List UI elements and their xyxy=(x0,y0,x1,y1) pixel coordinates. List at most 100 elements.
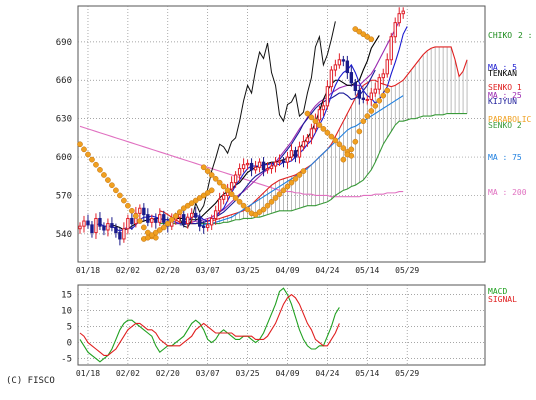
candle-body xyxy=(90,224,94,234)
candle-body xyxy=(261,161,266,171)
candle-body xyxy=(213,210,218,219)
parabolic-dot xyxy=(336,141,343,148)
macd-y-tick-label: 5 xyxy=(67,323,72,333)
candle-body xyxy=(389,36,393,61)
parabolic-dot xyxy=(328,133,335,140)
macd-x-tick-label: 04/09 xyxy=(275,369,299,378)
parabolic-dot xyxy=(101,172,107,178)
candle-body xyxy=(126,217,130,230)
parabolic-dot xyxy=(81,146,87,153)
parabolic-dot xyxy=(172,213,179,219)
parabolic-dot xyxy=(292,175,299,182)
parabolic-dot xyxy=(280,187,287,194)
macd-x-tick-label: 02/20 xyxy=(156,369,180,378)
macd-frame xyxy=(77,284,486,366)
candle-body xyxy=(269,165,274,170)
parabolic-dot xyxy=(368,36,375,43)
candle-body xyxy=(345,60,350,74)
main-x-tick-label: 01/18 xyxy=(76,266,100,275)
parabolic-dot xyxy=(364,33,371,40)
legend-chikou_label: CHIKO xyxy=(488,31,512,40)
main-x-tick-label: 04/24 xyxy=(315,266,339,275)
candle-body xyxy=(285,156,290,163)
candle-body xyxy=(321,105,326,111)
parabolic-dot xyxy=(224,187,231,194)
candle-body xyxy=(217,198,222,212)
candle-body xyxy=(82,220,86,227)
main-x-tick-label: 03/07 xyxy=(196,266,220,275)
parabolic-dot xyxy=(340,145,347,151)
candle-body xyxy=(146,214,150,223)
candle-body xyxy=(98,217,102,227)
parabolic-dot xyxy=(356,128,363,135)
ma200-line xyxy=(79,125,404,198)
candle-body xyxy=(114,226,118,234)
parabolic-dot xyxy=(176,209,183,215)
candle-body xyxy=(353,82,358,91)
macd-y-tick-label: -5 xyxy=(61,355,72,365)
candle-body xyxy=(293,150,298,158)
parabolic-dot xyxy=(284,183,291,190)
legend-signal: SIGNAL xyxy=(488,295,517,304)
parabolic-dot xyxy=(184,202,191,209)
candle-body xyxy=(122,228,126,240)
parabolic-dot xyxy=(129,207,135,214)
parabolic-dot xyxy=(360,118,367,125)
macd-x-tick-label: 01/18 xyxy=(76,369,100,378)
parabolic-dot xyxy=(324,129,331,136)
candle-body xyxy=(333,64,338,71)
parabolic-dot xyxy=(312,118,319,125)
candle-body xyxy=(186,216,190,225)
parabolic-dot xyxy=(236,198,243,205)
parabolic-dot xyxy=(352,26,359,32)
candle-body xyxy=(102,225,106,231)
parabolic-dot xyxy=(352,138,359,145)
parabolic-dot xyxy=(244,206,251,213)
candle-body xyxy=(361,97,365,100)
ma75-line xyxy=(199,95,404,227)
parabolic-dot xyxy=(208,172,215,178)
candle-body xyxy=(277,160,282,163)
parabolic-dot xyxy=(272,195,279,201)
parabolic-dot xyxy=(260,206,267,213)
parabolic-dot xyxy=(188,200,195,206)
candle-body xyxy=(365,98,369,101)
parabolic-dot xyxy=(208,187,215,194)
legend-ma25: MA : 25 xyxy=(488,91,522,100)
parabolic-dot xyxy=(344,151,351,158)
candle-body xyxy=(130,217,134,225)
parabolic-dot xyxy=(85,151,91,158)
candle-body xyxy=(249,162,254,171)
parabolic-dot xyxy=(308,114,315,121)
macd-series xyxy=(79,287,340,363)
parabolic-dot xyxy=(77,141,83,148)
copyright-text: (C) FISCO xyxy=(6,376,55,386)
legend-kijun: KIJYUN xyxy=(488,97,517,106)
candle-body xyxy=(357,89,362,99)
candle-body xyxy=(393,22,397,38)
candle-body xyxy=(397,13,401,24)
macd-y-tick-label: 0 xyxy=(67,339,72,349)
main-y-ticks: 540 570 600 630 660 690 xyxy=(56,38,72,240)
main-x-tick-label: 04/09 xyxy=(275,266,299,275)
parabolic-dot xyxy=(368,108,375,114)
candle-body xyxy=(178,214,182,218)
parabolic-dot xyxy=(220,183,227,190)
candle-body xyxy=(373,88,377,94)
legend-tenkan: TENKAN xyxy=(488,69,517,78)
macd-line xyxy=(79,287,340,363)
candle-body xyxy=(154,217,158,223)
macd-y-tick-label: 10 xyxy=(61,307,72,317)
parabolic-dot xyxy=(288,179,295,186)
parabolic-dot xyxy=(148,232,155,238)
parabolic-dot xyxy=(356,28,363,35)
candle-body xyxy=(301,141,306,148)
parabolic-dot xyxy=(300,168,307,174)
macd-x-tick-label: 03/07 xyxy=(196,369,220,378)
candle-body xyxy=(78,225,82,230)
parabolic-dot xyxy=(240,202,247,209)
parabolic-dot xyxy=(97,166,103,173)
parabolic-dot xyxy=(304,110,311,117)
legend-ma75: MA : 75 xyxy=(488,153,522,162)
